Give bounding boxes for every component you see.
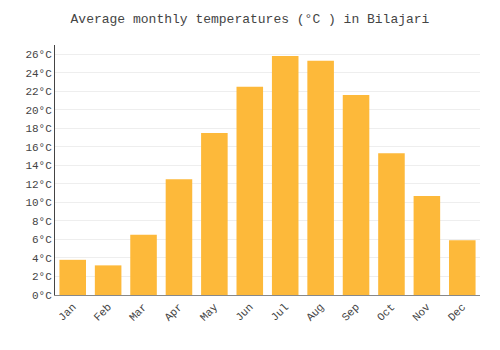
svg-text:May: May	[198, 301, 221, 324]
svg-text:Nov: Nov	[410, 301, 433, 324]
svg-text:Apr: Apr	[162, 301, 184, 323]
svg-text:14°C: 14°C	[25, 160, 52, 172]
svg-text:Jul: Jul	[269, 301, 291, 323]
svg-text:Average monthly temperatures (: Average monthly temperatures (°C ) in Bi…	[71, 12, 430, 27]
svg-text:2°C: 2°C	[32, 271, 52, 283]
svg-text:22°C: 22°C	[25, 86, 52, 98]
svg-text:4°C: 4°C	[32, 253, 52, 265]
svg-text:18°C: 18°C	[25, 123, 52, 135]
svg-text:20°C: 20°C	[25, 105, 52, 117]
svg-text:8°C: 8°C	[32, 216, 52, 228]
svg-text:Jan: Jan	[56, 301, 78, 323]
svg-text:Dec: Dec	[446, 301, 468, 323]
svg-text:Sep: Sep	[340, 301, 362, 323]
svg-text:Oct: Oct	[375, 301, 397, 323]
svg-text:0°C: 0°C	[32, 290, 52, 302]
svg-text:6°C: 6°C	[32, 234, 52, 246]
svg-text:12°C: 12°C	[25, 179, 52, 191]
svg-text:Aug: Aug	[304, 301, 326, 323]
svg-text:Jun: Jun	[233, 301, 255, 323]
svg-text:10°C: 10°C	[25, 197, 52, 209]
svg-text:16°C: 16°C	[25, 142, 52, 154]
svg-text:Mar: Mar	[127, 301, 149, 323]
svg-text:26°C: 26°C	[25, 49, 52, 61]
svg-text:24°C: 24°C	[25, 68, 52, 80]
svg-text:Feb: Feb	[92, 301, 114, 323]
